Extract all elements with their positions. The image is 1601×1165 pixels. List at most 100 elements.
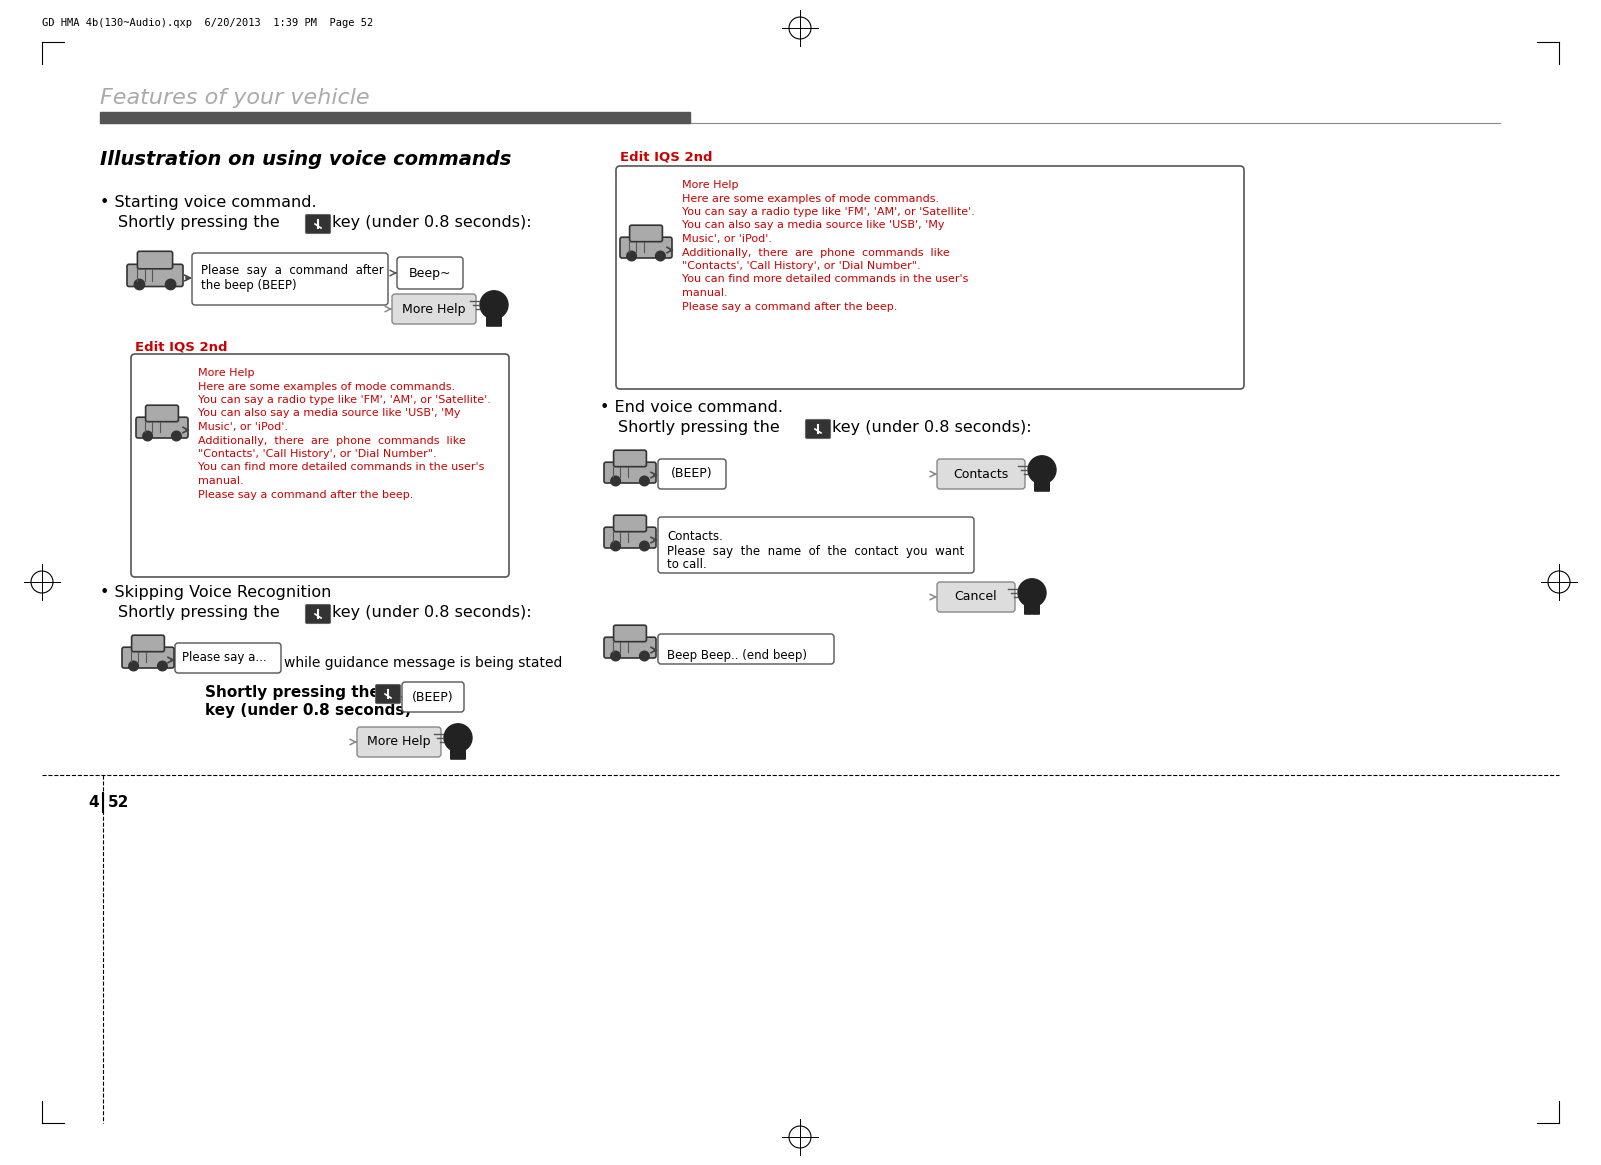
FancyBboxPatch shape bbox=[306, 605, 330, 623]
Text: key (under 0.8 seconds): key (under 0.8 seconds) bbox=[205, 702, 411, 718]
Text: More Help: More Help bbox=[682, 181, 738, 190]
FancyBboxPatch shape bbox=[805, 419, 831, 438]
Text: Edit IQS 2nd: Edit IQS 2nd bbox=[620, 150, 712, 163]
FancyBboxPatch shape bbox=[402, 682, 464, 712]
FancyBboxPatch shape bbox=[658, 517, 973, 573]
FancyBboxPatch shape bbox=[126, 264, 183, 287]
Text: key (under 0.8 seconds):: key (under 0.8 seconds): bbox=[833, 421, 1031, 435]
Text: Cancel: Cancel bbox=[954, 591, 997, 603]
Text: Please say a command after the beep.: Please say a command after the beep. bbox=[199, 489, 413, 500]
Text: You can say a radio type like 'FM', 'AM', or 'Satellite'.: You can say a radio type like 'FM', 'AM'… bbox=[682, 207, 975, 217]
FancyBboxPatch shape bbox=[136, 417, 187, 438]
Text: Here are some examples of mode commands.: Here are some examples of mode commands. bbox=[199, 381, 455, 391]
Text: Additionally,  there  are  phone  commands  like: Additionally, there are phone commands l… bbox=[682, 247, 949, 257]
Text: Please  say  the  name  of  the  contact  you  want: Please say the name of the contact you w… bbox=[668, 545, 964, 558]
Text: Music', or 'iPod'.: Music', or 'iPod'. bbox=[682, 234, 772, 243]
Text: Beep Beep.. (end beep): Beep Beep.. (end beep) bbox=[668, 649, 807, 662]
FancyBboxPatch shape bbox=[613, 515, 647, 531]
FancyBboxPatch shape bbox=[1025, 605, 1041, 615]
FancyBboxPatch shape bbox=[131, 635, 165, 651]
Text: Here are some examples of mode commands.: Here are some examples of mode commands. bbox=[682, 193, 940, 204]
Circle shape bbox=[171, 431, 181, 440]
FancyBboxPatch shape bbox=[604, 463, 656, 483]
FancyBboxPatch shape bbox=[357, 727, 440, 757]
Text: (BEEP): (BEEP) bbox=[411, 691, 453, 704]
FancyBboxPatch shape bbox=[604, 637, 656, 658]
Circle shape bbox=[640, 542, 648, 551]
Bar bbox=[99, 112, 690, 123]
FancyBboxPatch shape bbox=[620, 238, 672, 257]
Text: Shortly pressing the: Shortly pressing the bbox=[618, 421, 780, 435]
Circle shape bbox=[142, 431, 152, 440]
Text: Contacts.: Contacts. bbox=[668, 530, 724, 543]
FancyBboxPatch shape bbox=[1034, 481, 1050, 492]
FancyBboxPatch shape bbox=[937, 459, 1025, 489]
Text: More Help: More Help bbox=[199, 368, 255, 377]
Text: (BEEP): (BEEP) bbox=[671, 467, 712, 480]
Circle shape bbox=[640, 651, 648, 661]
Text: 52: 52 bbox=[107, 795, 130, 810]
Circle shape bbox=[655, 252, 664, 261]
Circle shape bbox=[612, 542, 621, 551]
FancyBboxPatch shape bbox=[629, 225, 663, 241]
FancyBboxPatch shape bbox=[604, 528, 656, 548]
Text: • Starting voice command.: • Starting voice command. bbox=[99, 195, 317, 210]
Text: Beep~: Beep~ bbox=[408, 267, 451, 280]
FancyBboxPatch shape bbox=[397, 257, 463, 289]
Circle shape bbox=[1028, 456, 1057, 483]
Text: "Contacts', 'Call History', or 'Dial Number".: "Contacts', 'Call History', or 'Dial Num… bbox=[682, 261, 921, 271]
FancyBboxPatch shape bbox=[146, 405, 178, 422]
FancyBboxPatch shape bbox=[122, 648, 175, 668]
FancyBboxPatch shape bbox=[392, 294, 475, 324]
Circle shape bbox=[612, 651, 621, 661]
Text: the beep (BEEP): the beep (BEEP) bbox=[202, 278, 296, 292]
FancyBboxPatch shape bbox=[131, 354, 509, 577]
Text: Shortly pressing the: Shortly pressing the bbox=[118, 605, 280, 620]
Circle shape bbox=[640, 476, 648, 486]
Text: • End voice command.: • End voice command. bbox=[600, 400, 783, 415]
FancyBboxPatch shape bbox=[450, 749, 466, 760]
Text: "Contacts', 'Call History', or 'Dial Number".: "Contacts', 'Call History', or 'Dial Num… bbox=[199, 449, 437, 459]
Text: • Skipping Voice Recognition: • Skipping Voice Recognition bbox=[99, 585, 331, 600]
FancyBboxPatch shape bbox=[616, 165, 1244, 389]
FancyBboxPatch shape bbox=[192, 253, 387, 305]
FancyBboxPatch shape bbox=[613, 450, 647, 467]
Circle shape bbox=[612, 476, 621, 486]
FancyBboxPatch shape bbox=[175, 643, 282, 673]
Text: Please say a command after the beep.: Please say a command after the beep. bbox=[682, 302, 898, 311]
FancyBboxPatch shape bbox=[487, 317, 503, 327]
Text: You can say a radio type like 'FM', 'AM', or 'Satellite'.: You can say a radio type like 'FM', 'AM'… bbox=[199, 395, 492, 405]
Circle shape bbox=[128, 662, 138, 671]
Text: More Help: More Help bbox=[402, 303, 466, 316]
Text: 4: 4 bbox=[88, 795, 99, 810]
Text: Edit IQS 2nd: Edit IQS 2nd bbox=[134, 340, 227, 353]
Text: Additionally,  there  are  phone  commands  like: Additionally, there are phone commands l… bbox=[199, 436, 466, 445]
FancyBboxPatch shape bbox=[613, 626, 647, 642]
Text: You can find more detailed commands in the user's: You can find more detailed commands in t… bbox=[682, 275, 969, 284]
Text: Illustration on using voice commands: Illustration on using voice commands bbox=[99, 150, 511, 169]
Circle shape bbox=[443, 723, 472, 751]
Circle shape bbox=[480, 291, 508, 319]
Text: Please  say  a  command  after: Please say a command after bbox=[202, 264, 384, 277]
Circle shape bbox=[157, 662, 167, 671]
Text: Shortly pressing the: Shortly pressing the bbox=[118, 216, 280, 230]
Text: Features of your vehicle: Features of your vehicle bbox=[99, 89, 370, 108]
Text: key (under 0.8 seconds):: key (under 0.8 seconds): bbox=[331, 216, 532, 230]
FancyBboxPatch shape bbox=[658, 634, 834, 664]
Text: More Help: More Help bbox=[367, 735, 431, 748]
FancyBboxPatch shape bbox=[376, 685, 400, 704]
Text: manual.: manual. bbox=[682, 288, 727, 298]
Circle shape bbox=[165, 280, 176, 290]
Text: Music', or 'iPod'.: Music', or 'iPod'. bbox=[199, 422, 288, 432]
Text: to call.: to call. bbox=[668, 558, 706, 571]
Circle shape bbox=[134, 280, 144, 290]
Text: GD HMA 4b(130~Audio).qxp  6/20/2013  1:39 PM  Page 52: GD HMA 4b(130~Audio).qxp 6/20/2013 1:39 … bbox=[42, 17, 373, 28]
FancyBboxPatch shape bbox=[306, 214, 330, 233]
Text: key (under 0.8 seconds):: key (under 0.8 seconds): bbox=[331, 605, 532, 620]
Text: Shortly pressing the: Shortly pressing the bbox=[205, 685, 379, 700]
Text: while guidance message is being stated: while guidance message is being stated bbox=[283, 656, 562, 670]
Text: You can also say a media source like 'USB', 'My: You can also say a media source like 'US… bbox=[682, 220, 945, 231]
Text: manual.: manual. bbox=[199, 476, 243, 486]
FancyBboxPatch shape bbox=[658, 459, 725, 489]
FancyBboxPatch shape bbox=[138, 252, 173, 269]
